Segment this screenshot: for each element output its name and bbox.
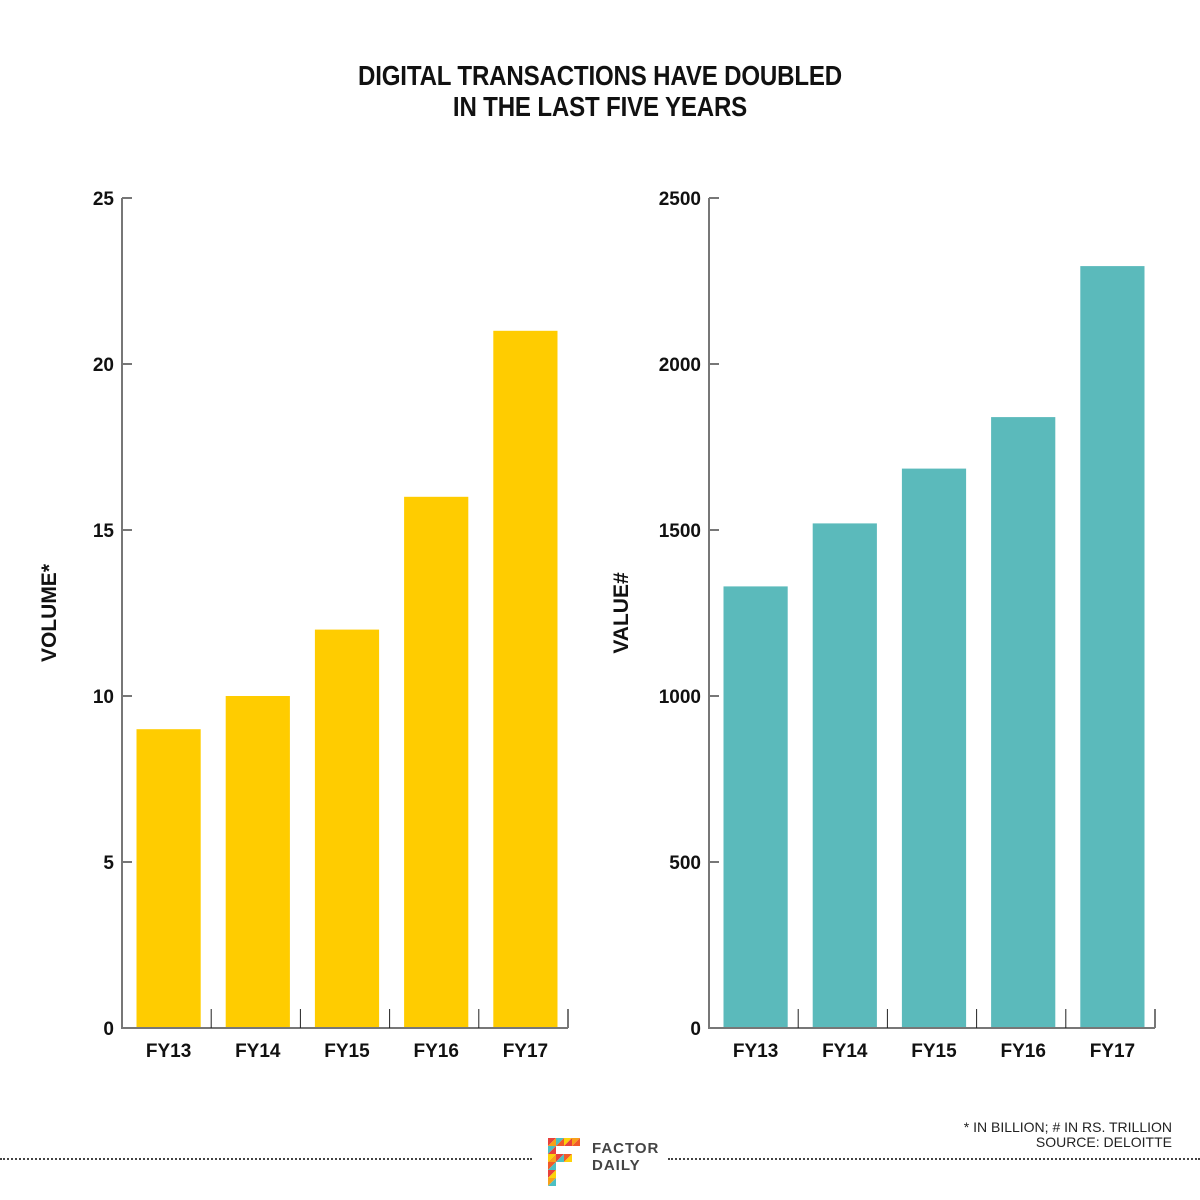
y-tick-label: 500 xyxy=(669,853,701,874)
y-tick-label: 10 xyxy=(93,687,114,708)
volume-chart: 0 5 10 15 20 25 FY13 FY14 FY15 FY16 FY17 VOLUME* xyxy=(38,189,569,1062)
bar-fy16 xyxy=(404,496,469,1028)
bar-fy16 xyxy=(991,417,1056,1029)
footnote-units: * IN BILLION; # IN RS. TRILLION xyxy=(963,1119,1172,1135)
x-tick-label-fy17: FY17 xyxy=(503,1041,548,1062)
footnote: * IN BILLION; # IN RS. TRILLION SOURCE: … xyxy=(964,1120,1172,1150)
bar-fy14 xyxy=(225,696,290,1028)
bar-fy13 xyxy=(136,729,201,1028)
logo-f-icon xyxy=(548,1138,580,1186)
value-chart: 0 500 1000 1500 2000 2500 FY13 FY14 FY15 FY16 FY17… xyxy=(610,189,1156,1062)
bar-fy13 xyxy=(723,586,788,1028)
footer-divider-left xyxy=(0,1158,532,1160)
chart-title: DIGITAL TRANSACTIONS HAVE DOUBLED IN THE… xyxy=(84,60,1116,122)
x-tick-label-fy14: FY14 xyxy=(235,1041,281,1062)
bar-fy17 xyxy=(1080,266,1145,1029)
x-tick-label-fy13: FY13 xyxy=(733,1041,778,1062)
factor-daily-logo xyxy=(546,1136,666,1188)
y-tick-label: 0 xyxy=(690,1019,701,1040)
bar-fy15 xyxy=(901,468,967,1029)
bar-fy15 xyxy=(314,629,380,1028)
chart-title-line-2: IN THE LAST FIVE YEARS xyxy=(452,91,748,122)
x-tick-label-fy13: FY13 xyxy=(146,1041,191,1062)
x-tick-label-fy15: FY15 xyxy=(911,1041,957,1062)
y-tick-label: 5 xyxy=(103,853,114,874)
y-tick-label: 2000 xyxy=(659,355,701,376)
y-tick-label: 1500 xyxy=(659,521,701,542)
x-tick-label-fy17: FY17 xyxy=(1090,1041,1135,1062)
x-tick-label-fy15: FY15 xyxy=(324,1041,370,1062)
y-axis-title: VALUE# xyxy=(610,572,633,654)
y-tick-label: 2500 xyxy=(659,189,701,210)
bar-fy17 xyxy=(493,330,558,1028)
bar-fy14 xyxy=(812,523,877,1028)
y-tick-label: 15 xyxy=(93,521,115,542)
chart-title-line-1: DIGITAL TRANSACTIONS HAVE DOUBLED xyxy=(358,60,842,91)
y-tick-label: 20 xyxy=(93,355,114,376)
logo-wordmark: FACTOR DAILY xyxy=(592,1140,659,1174)
logo-text-daily: DAILY xyxy=(592,1157,641,1174)
x-tick-label-fy16: FY16 xyxy=(1000,1041,1045,1062)
footer-divider-right xyxy=(668,1158,1200,1160)
x-tick-label-fy16: FY16 xyxy=(413,1041,458,1062)
y-tick-label: 25 xyxy=(93,189,115,210)
y-tick-label: 1000 xyxy=(659,687,701,708)
y-tick-label: 0 xyxy=(103,1019,114,1040)
x-tick-label-fy14: FY14 xyxy=(822,1041,868,1062)
y-axis-title: VOLUME* xyxy=(38,563,61,662)
logo-text-factor: FACTOR xyxy=(592,1140,660,1157)
footnote-source: SOURCE: DELOITTE xyxy=(1035,1134,1172,1150)
